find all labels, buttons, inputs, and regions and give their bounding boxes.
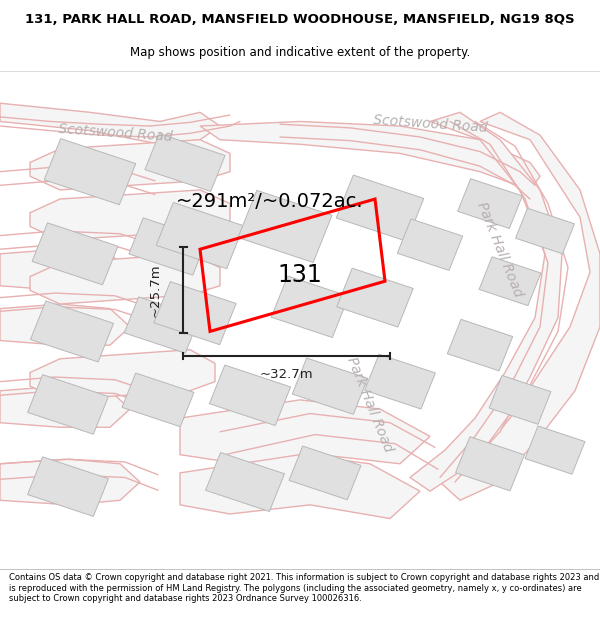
Polygon shape: [271, 276, 349, 338]
Polygon shape: [200, 121, 540, 190]
Polygon shape: [30, 349, 215, 400]
Polygon shape: [410, 112, 562, 491]
Text: ~291m²/~0.072ac.: ~291m²/~0.072ac.: [176, 192, 364, 211]
Text: Scotswood Road: Scotswood Road: [373, 113, 488, 135]
Polygon shape: [31, 301, 113, 362]
Polygon shape: [124, 297, 200, 353]
Polygon shape: [180, 454, 420, 519]
Polygon shape: [32, 222, 118, 285]
Polygon shape: [180, 400, 430, 464]
Polygon shape: [458, 179, 523, 229]
Polygon shape: [28, 374, 109, 434]
Polygon shape: [30, 140, 230, 190]
Polygon shape: [0, 386, 130, 428]
Polygon shape: [336, 175, 424, 241]
Polygon shape: [292, 358, 368, 414]
Polygon shape: [154, 282, 236, 344]
Polygon shape: [28, 457, 109, 516]
Polygon shape: [44, 139, 136, 205]
Polygon shape: [30, 190, 230, 240]
Text: Map shows position and indicative extent of the property.: Map shows position and indicative extent…: [130, 46, 470, 59]
Text: Park Hall Road: Park Hall Road: [344, 355, 395, 454]
Text: ~32.7m: ~32.7m: [260, 368, 313, 381]
Text: Contains OS data © Crown copyright and database right 2021. This information is : Contains OS data © Crown copyright and d…: [9, 573, 599, 603]
Polygon shape: [455, 437, 524, 491]
Polygon shape: [0, 459, 140, 505]
Polygon shape: [0, 304, 130, 345]
Polygon shape: [440, 112, 600, 500]
Polygon shape: [397, 219, 463, 271]
Polygon shape: [525, 426, 585, 474]
Polygon shape: [156, 202, 244, 269]
Polygon shape: [337, 268, 413, 327]
Polygon shape: [365, 354, 436, 409]
Polygon shape: [479, 257, 541, 306]
Polygon shape: [209, 365, 290, 426]
Text: 131: 131: [278, 263, 322, 287]
Polygon shape: [0, 103, 220, 144]
Polygon shape: [145, 134, 225, 191]
Text: 131, PARK HALL ROAD, MANSFIELD WOODHOUSE, MANSFIELD, NG19 8QS: 131, PARK HALL ROAD, MANSFIELD WOODHOUSE…: [25, 12, 575, 26]
Polygon shape: [30, 254, 220, 304]
Polygon shape: [122, 373, 194, 427]
Text: ~25.7m: ~25.7m: [149, 264, 161, 317]
Polygon shape: [515, 208, 574, 254]
Polygon shape: [489, 376, 551, 424]
Polygon shape: [206, 452, 284, 511]
Polygon shape: [289, 446, 361, 500]
Polygon shape: [0, 249, 130, 291]
Polygon shape: [448, 319, 512, 371]
Text: Park Hall Road: Park Hall Road: [475, 199, 526, 299]
Text: Scotswood Road: Scotswood Road: [58, 122, 173, 144]
Polygon shape: [129, 218, 207, 275]
Polygon shape: [238, 191, 332, 262]
